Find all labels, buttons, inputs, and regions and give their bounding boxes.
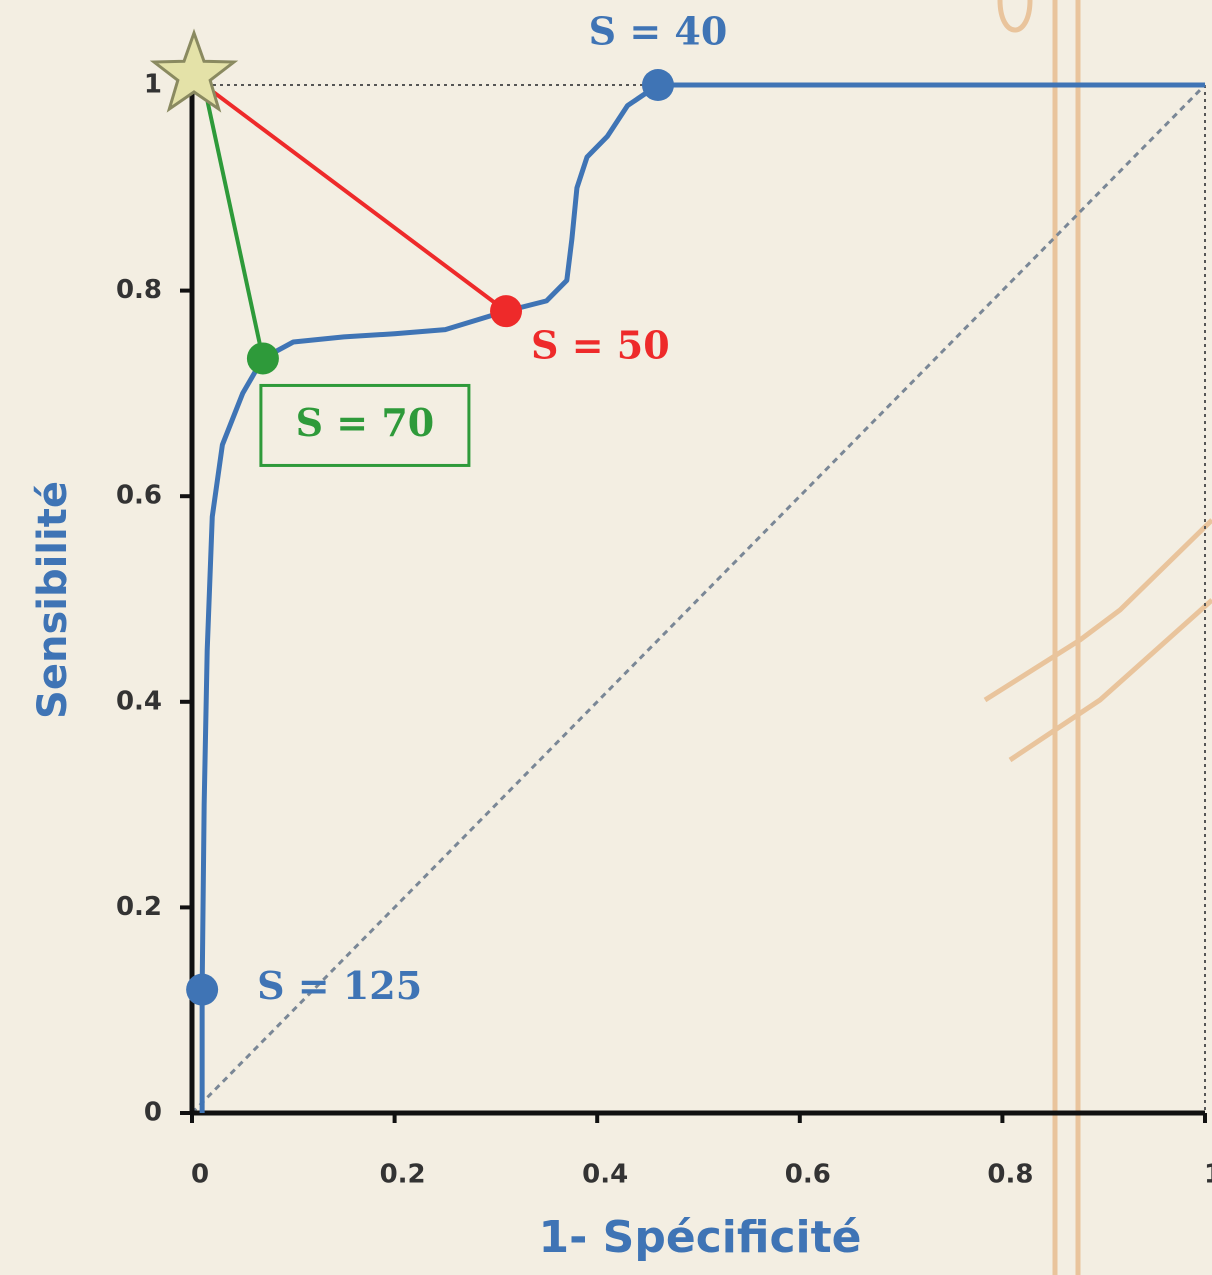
threshold-point: [490, 295, 522, 327]
y-tick-label: 0.6: [116, 481, 162, 511]
y-axis-title: Sensibilité: [30, 481, 76, 719]
threshold-label: S = 40: [589, 9, 728, 54]
threshold-point: [642, 69, 674, 101]
x-tick-label: 0.4: [582, 1160, 628, 1190]
y-tick-label: 1: [144, 70, 162, 100]
y-tick-label: 0: [144, 1098, 162, 1128]
x-tick-label: 0.2: [380, 1160, 426, 1190]
x-tick-label: 0.6: [785, 1160, 831, 1190]
x-tick-label: 1: [1204, 1160, 1212, 1190]
threshold-point: [247, 342, 279, 374]
y-tick-label: 0.4: [116, 686, 162, 716]
chart: 1- Spécificité Sensibilité 0 0.2 0.4 0.6 0.8…: [0, 0, 1212, 1275]
threshold-label: S = 125: [257, 963, 422, 1008]
background: [0, 0, 1212, 1275]
y-tick-label: 0.8: [116, 275, 162, 305]
threshold-label: S = 50: [531, 323, 670, 368]
x-tick-label: 0: [191, 1160, 209, 1190]
x-tick-label: 0.8: [987, 1160, 1033, 1190]
x-axis-title: 1- Spécificité: [538, 1212, 861, 1263]
threshold-label: S = 70: [296, 400, 435, 445]
y-tick-label: 0.2: [116, 892, 162, 922]
threshold-point: [186, 974, 218, 1006]
